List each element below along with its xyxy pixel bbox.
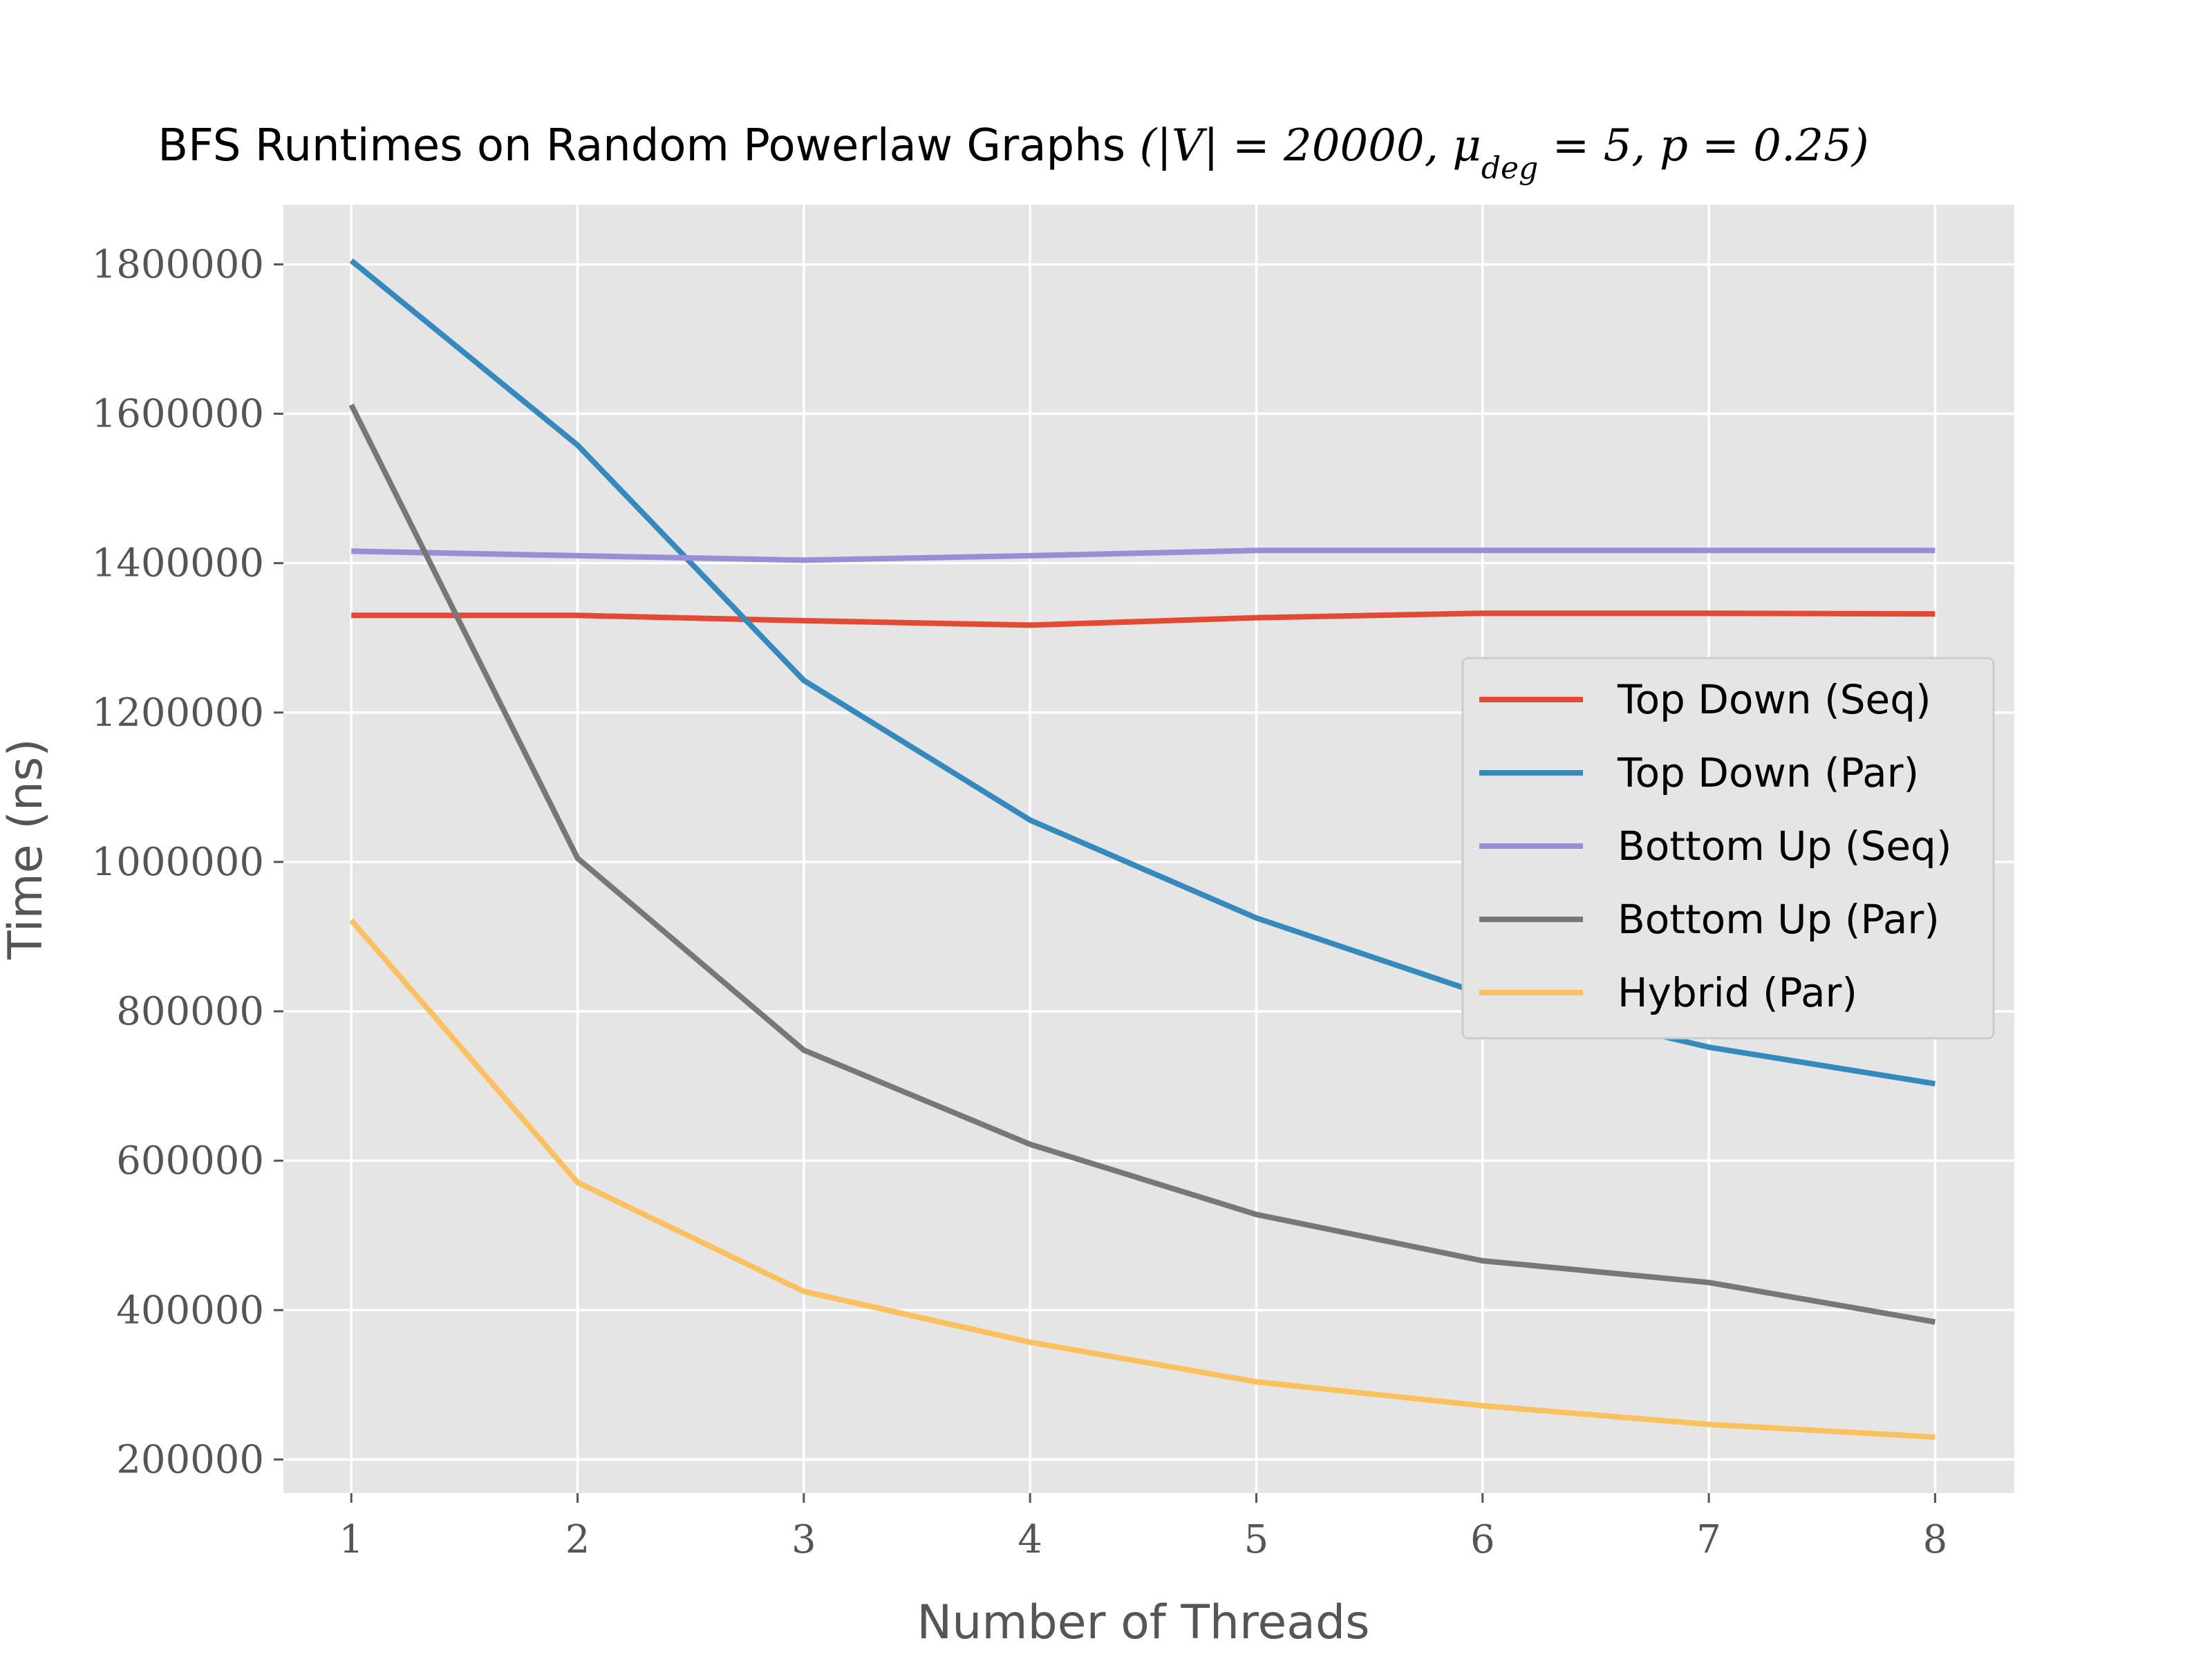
- grid-layer: [283, 205, 2014, 1493]
- title-prefix: BFS Runtimes on Random Powerlaw Graphs: [158, 120, 1139, 171]
- series-line-top-down-seq: [351, 610, 1936, 628]
- y-tick-label: 400000: [116, 1288, 264, 1333]
- y-tick-label: 1400000: [92, 541, 264, 586]
- x-tick-label: 3: [791, 1517, 816, 1562]
- legend-label: Top Down (Par): [1617, 749, 1919, 796]
- y-tick-label: 200000: [116, 1437, 264, 1482]
- legend-label: Hybrid (Par): [1618, 969, 1857, 1016]
- x-tick-label: 8: [1923, 1517, 1948, 1562]
- legend-label: Bottom Up (Seq): [1618, 823, 1951, 870]
- x-tick-label: 2: [565, 1517, 590, 1562]
- x-tick-label: 6: [1470, 1517, 1495, 1562]
- x-tick-label: 4: [1018, 1517, 1042, 1562]
- y-tick-label: 800000: [116, 989, 264, 1034]
- legend: Top Down (Seq) Top Down (Par) Bottom Up (S…: [1461, 657, 1995, 1040]
- legend-items: Top Down (Seq) Top Down (Par) Bottom Up (S…: [1479, 676, 1951, 1016]
- title-open-paren: (: [1139, 120, 1158, 171]
- x-tick-label: 7: [1696, 1517, 1721, 1562]
- title-v-equals: = 20000,: [1219, 120, 1453, 171]
- title-v-variable: |V|: [1156, 120, 1218, 171]
- x-tick-label: 5: [1244, 1517, 1269, 1562]
- y-tick-label: 1800000: [92, 242, 264, 287]
- chart-title: BFS Runtimes on Random Powerlaw Graphs (…: [158, 120, 1868, 186]
- title-p-equals: = 0.25: [1688, 120, 1852, 171]
- legend-label: Bottom Up (Par): [1618, 896, 1940, 943]
- y-tick-label: 1600000: [92, 392, 264, 437]
- title-mu-equals: = 5,: [1538, 120, 1660, 171]
- title-p-variable: p: [1660, 120, 1688, 171]
- y-tick-label: 1000000: [92, 840, 264, 885]
- legend-box: [1461, 657, 1995, 1040]
- series-line-bottom-up-seq: [351, 547, 1936, 563]
- y-tick-label: 600000: [116, 1138, 264, 1183]
- series-line-bottom-up-par: [348, 403, 1936, 1325]
- y-axis-label: Time (ns): [0, 738, 53, 960]
- legend-label: Top Down (Seq): [1617, 676, 1931, 723]
- x-tick-label: 1: [339, 1517, 364, 1562]
- title-mu-subscript: deg: [1481, 151, 1538, 186]
- tick-layer: 1 2 3 4 5 6 7 8 200000 400000 600000 800000 1000000 1…: [92, 242, 1948, 1562]
- x-axis-label: Number of Threads: [917, 1595, 1369, 1650]
- y-tick-label: 1200000: [92, 691, 264, 735]
- series-line-hybrid-par: [349, 918, 1936, 1440]
- title-close-paren: ): [1850, 120, 1869, 171]
- title-mu: μ: [1452, 120, 1481, 171]
